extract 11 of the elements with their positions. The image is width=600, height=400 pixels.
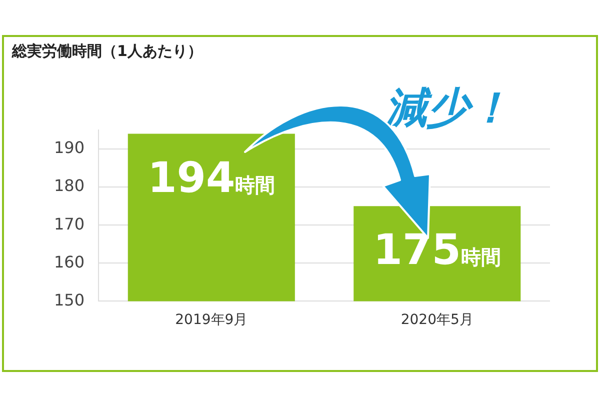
data-label: 175時間 xyxy=(373,225,501,274)
annotation: 減少！ xyxy=(385,82,511,134)
x-tick-label: 2019年9月 xyxy=(175,312,248,328)
y-tick-label: 150 xyxy=(54,290,85,310)
y-tick-label: 190 xyxy=(54,138,85,158)
x-tick-label: 2020年5月 xyxy=(400,312,474,328)
y-tick-label: 180 xyxy=(54,176,85,196)
data-label: 194時間 xyxy=(148,152,276,202)
y-tick-label: 170 xyxy=(54,214,85,234)
y-tick-label: 160 xyxy=(54,252,85,272)
chart-title: 総実労働時間（1人あたり） xyxy=(12,42,202,61)
